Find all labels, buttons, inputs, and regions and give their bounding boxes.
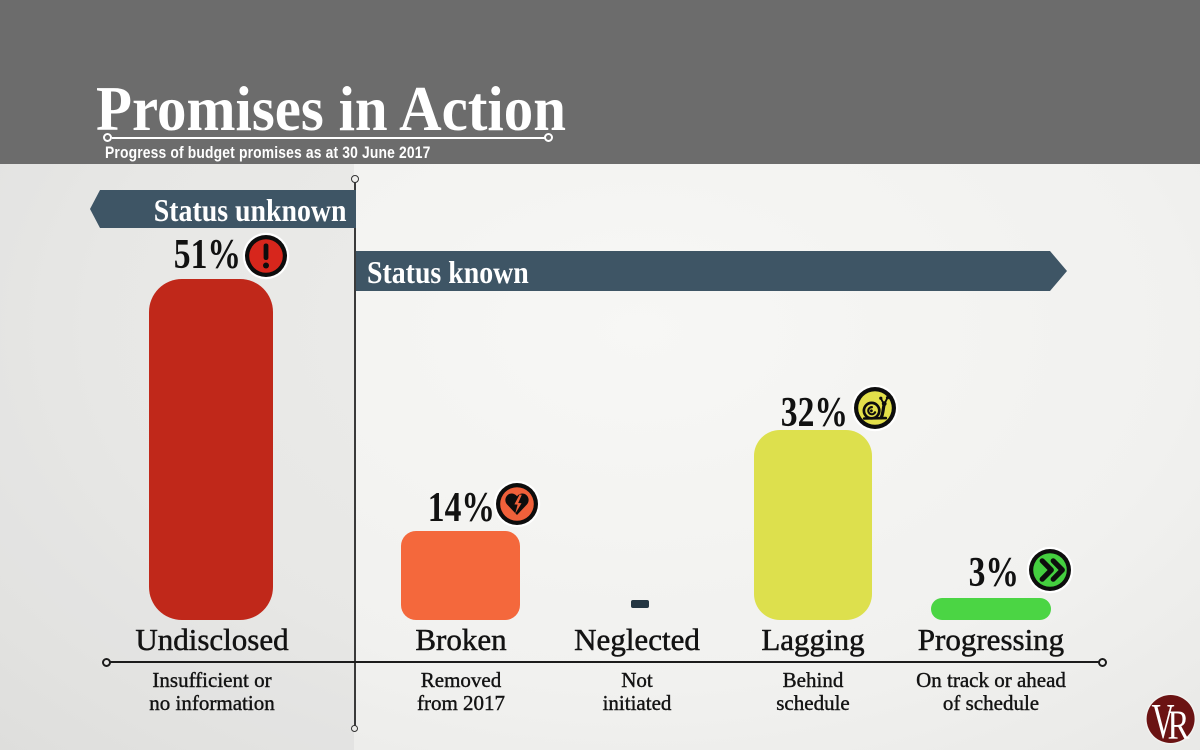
svg-text:R: R [1168, 702, 1191, 748]
svg-text:V: V [1152, 693, 1175, 748]
